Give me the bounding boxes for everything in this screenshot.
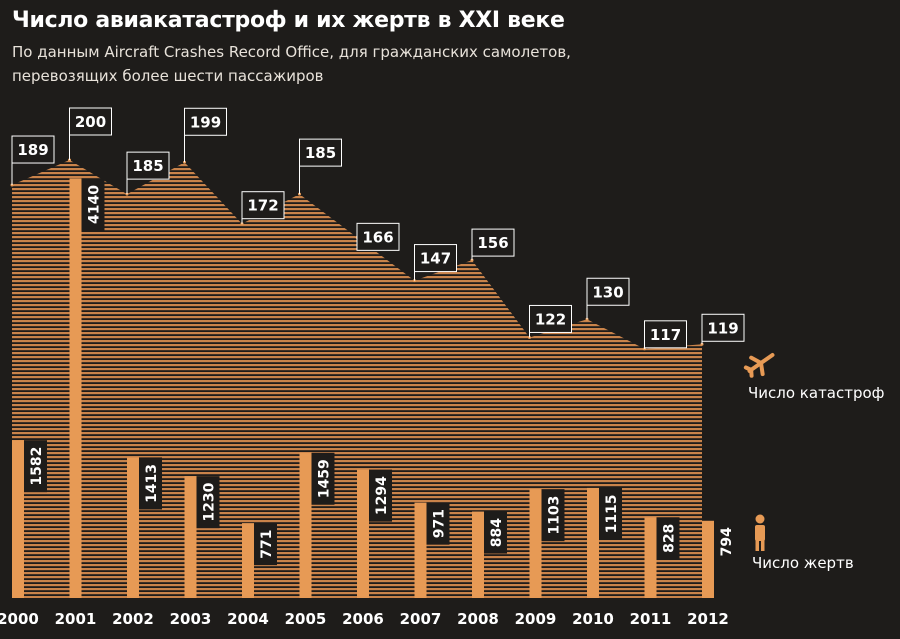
crashes-label-box: [529, 304, 572, 333]
victims-label-box: [311, 452, 335, 505]
chart-subtitle: По данным Aircraft Crashes Record Office…: [12, 43, 571, 85]
victims-value-label: 884: [489, 518, 505, 547]
victims-label-box: [426, 502, 450, 545]
victims-value-label: 1413: [144, 464, 160, 503]
airplane-icon: [743, 352, 775, 378]
victims-label-box: [254, 523, 277, 566]
crashes-value-label: 199: [190, 113, 221, 131]
crashes-label-box: [701, 313, 745, 342]
crashes-label-box: [471, 228, 515, 257]
year-tick-label: 2001: [55, 610, 97, 628]
victims-label-box: [656, 517, 680, 560]
victims-bar: [242, 523, 254, 598]
year-tick-label: 2010: [572, 610, 614, 628]
year-tick-label: 2008: [457, 610, 499, 628]
year-tick-label: 2004: [227, 610, 269, 628]
victims-label-box: [714, 520, 737, 563]
crashes-label-box: [241, 191, 285, 220]
year-tick-label: 2009: [515, 610, 557, 628]
victims-label-box: [369, 469, 392, 522]
crashes-value-label: 166: [362, 228, 393, 246]
year-tick-label: 2007: [400, 610, 442, 628]
legend-victims-label: Число жертв: [752, 554, 854, 572]
victims-value-label: 971: [432, 509, 448, 538]
victims-label-box: [599, 487, 622, 540]
victims-bar: [644, 517, 657, 598]
victims-value-label: 4140: [87, 185, 103, 224]
crashes-value-label: 185: [305, 144, 336, 162]
victims-label-box: [484, 511, 507, 554]
crashes-value-label: 119: [707, 319, 738, 337]
year-tick-label: 2000: [0, 610, 39, 628]
victims-bar: [12, 440, 24, 598]
victims-bar: [529, 489, 542, 598]
year-tick-label: 2012: [687, 610, 729, 628]
victims-value-label: 771: [259, 530, 275, 559]
victims-label-box: [81, 178, 105, 231]
victims-bar: [472, 511, 484, 598]
victims-bar: [357, 469, 369, 598]
victims-value-label: 1230: [202, 482, 218, 521]
crashes-value-label: 117: [650, 326, 681, 344]
victims-value-label: 828: [662, 524, 678, 553]
victims-bar: [69, 178, 82, 598]
crashes-label-box: [299, 138, 342, 167]
victims-bar: [702, 520, 714, 598]
year-tick-label: 2006: [342, 610, 384, 628]
legend: Число катастроф Число жертв: [743, 352, 885, 572]
victims-value-label: 1582: [29, 447, 45, 486]
crashes-label-box: [414, 244, 457, 273]
crashes-label-box: [69, 107, 112, 136]
crashes-value-label: 156: [477, 234, 508, 252]
crashes-value-label: 189: [17, 141, 48, 159]
victims-value-label: 1459: [317, 459, 333, 498]
year-tick-label: 2002: [112, 610, 154, 628]
victims-label-box: [139, 457, 162, 510]
crashes-value-label: 185: [132, 157, 163, 175]
crashes-label-box: [586, 277, 630, 306]
victims-value-label: 1103: [547, 496, 563, 535]
victims-bar: [299, 452, 312, 598]
year-axis: 2000 2001 2002 2003 2004 2005 2006 2007 2008 2009…: [0, 610, 729, 628]
crashes-value-label: 122: [535, 310, 566, 328]
year-tick-label: 2005: [285, 610, 327, 628]
crashes-value-label: 200: [75, 113, 106, 131]
crashes-label-box: [644, 320, 687, 349]
victims-label-box: [196, 476, 220, 529]
victims-value-label: 1294: [374, 476, 390, 515]
year-tick-label: 2011: [630, 610, 672, 628]
victims-label-box: [541, 489, 565, 542]
crashes-value-label: 130: [592, 283, 623, 301]
victims-value-label: 1115: [604, 494, 620, 533]
crashes-label-box: [356, 222, 400, 251]
person-icon: [755, 514, 765, 551]
victims-bar: [414, 502, 427, 598]
crashes-label-box: [126, 151, 170, 180]
victims-bar: [587, 487, 599, 598]
victims-label-box: [24, 440, 47, 493]
crashes-value-label: 172: [247, 197, 278, 215]
crashes-label-layer: 189 200 185 199 172 185 166 147 156 122 130 117 119: [11, 107, 745, 349]
crashes-label-box: [184, 107, 227, 136]
crashes-value-label: 147: [420, 250, 451, 268]
victims-value-label: 794: [719, 527, 735, 556]
crashes-label-box: [11, 135, 55, 164]
year-tick-label: 2003: [170, 610, 212, 628]
victims-bar: [127, 457, 139, 598]
legend-crashes-label: Число катастроф: [748, 384, 885, 402]
victims-bar: [184, 476, 197, 598]
chart-title: Число авиакатастроф и их жертв в XXI век…: [12, 8, 565, 33]
victims-bar-layer: 1582 4140 1413 1230 771 1459 1294 971 884 1103 111…: [12, 178, 737, 598]
